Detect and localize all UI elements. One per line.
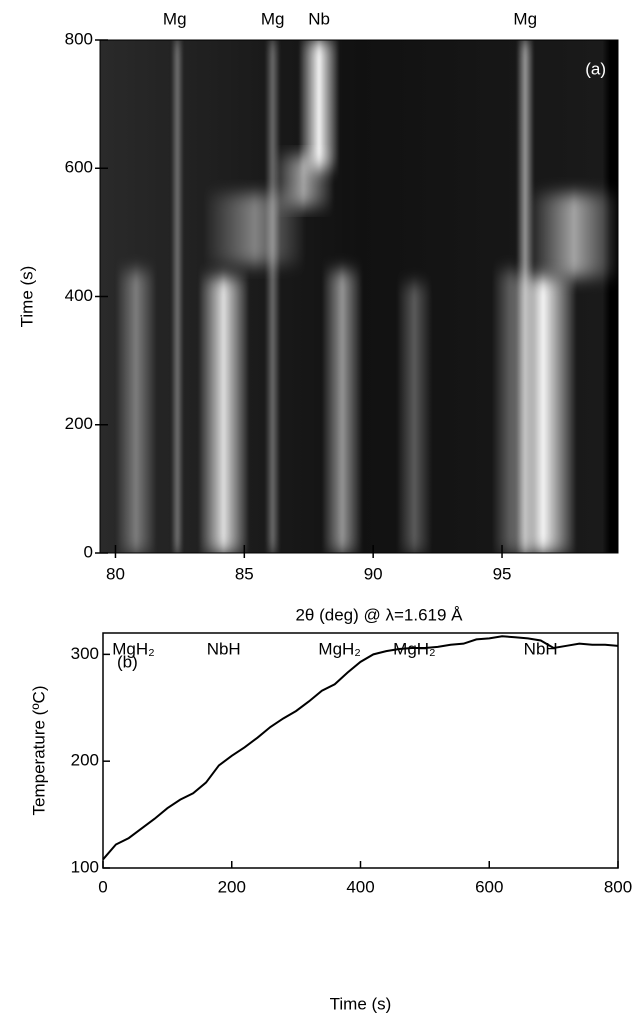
y-tick-label: 0 [84, 542, 93, 561]
x-axis-label: 2θ (deg) @ λ=1.619 Å [295, 605, 463, 624]
peaks [115, 40, 618, 553]
phase-label: Mg [513, 9, 537, 28]
peak-streak [264, 40, 281, 553]
panel-label: (a) [585, 59, 606, 78]
y-tick-label: 200 [71, 751, 99, 770]
x-tick-label: 0 [98, 877, 107, 896]
x-tick-label: 90 [364, 564, 383, 583]
y-tick-label: 400 [65, 286, 93, 305]
x-tick-label: 200 [218, 877, 246, 896]
peak-streak [115, 270, 157, 553]
phase-label: MgH₂ [112, 639, 155, 658]
phase-label: Mg [163, 9, 187, 28]
x-tick-label: 600 [475, 877, 503, 896]
y-tick-label: 100 [71, 857, 99, 876]
peak-streak [527, 193, 618, 278]
plot-frame [102, 632, 619, 869]
peak-streak [509, 277, 577, 553]
x-tick-label: 400 [346, 877, 374, 896]
phase-label: MgH₂ [393, 639, 436, 658]
temperature-line [102, 635, 619, 861]
x-tick-label: 80 [106, 564, 125, 583]
panel-label: (b) [117, 652, 138, 671]
y-axis-label: Time (s) [17, 266, 36, 328]
peak-streak [396, 283, 433, 553]
phase-label: NbH [207, 639, 241, 658]
y-tick-label: 600 [65, 158, 93, 177]
y-tick-label: 800 [65, 29, 93, 48]
peak-streak [298, 40, 340, 169]
phase-label: MgH₂ [318, 639, 361, 658]
peak-streak [197, 277, 250, 553]
x-axis-label: Time (s) [330, 994, 392, 1013]
x-tick-label: 85 [235, 564, 254, 583]
x-tick-label: 95 [493, 564, 512, 583]
y-tick-label: 200 [65, 414, 93, 433]
phase-label: NbH [524, 639, 558, 658]
y-tick-label: 300 [71, 644, 99, 663]
phase-label: Nb [308, 9, 330, 28]
peak-streak [321, 270, 363, 553]
phase-label: Mg [261, 9, 285, 28]
x-tick-label: 800 [604, 877, 632, 896]
peak-streak [170, 40, 184, 553]
y-axis-label: Temperature (ºC) [29, 686, 48, 816]
